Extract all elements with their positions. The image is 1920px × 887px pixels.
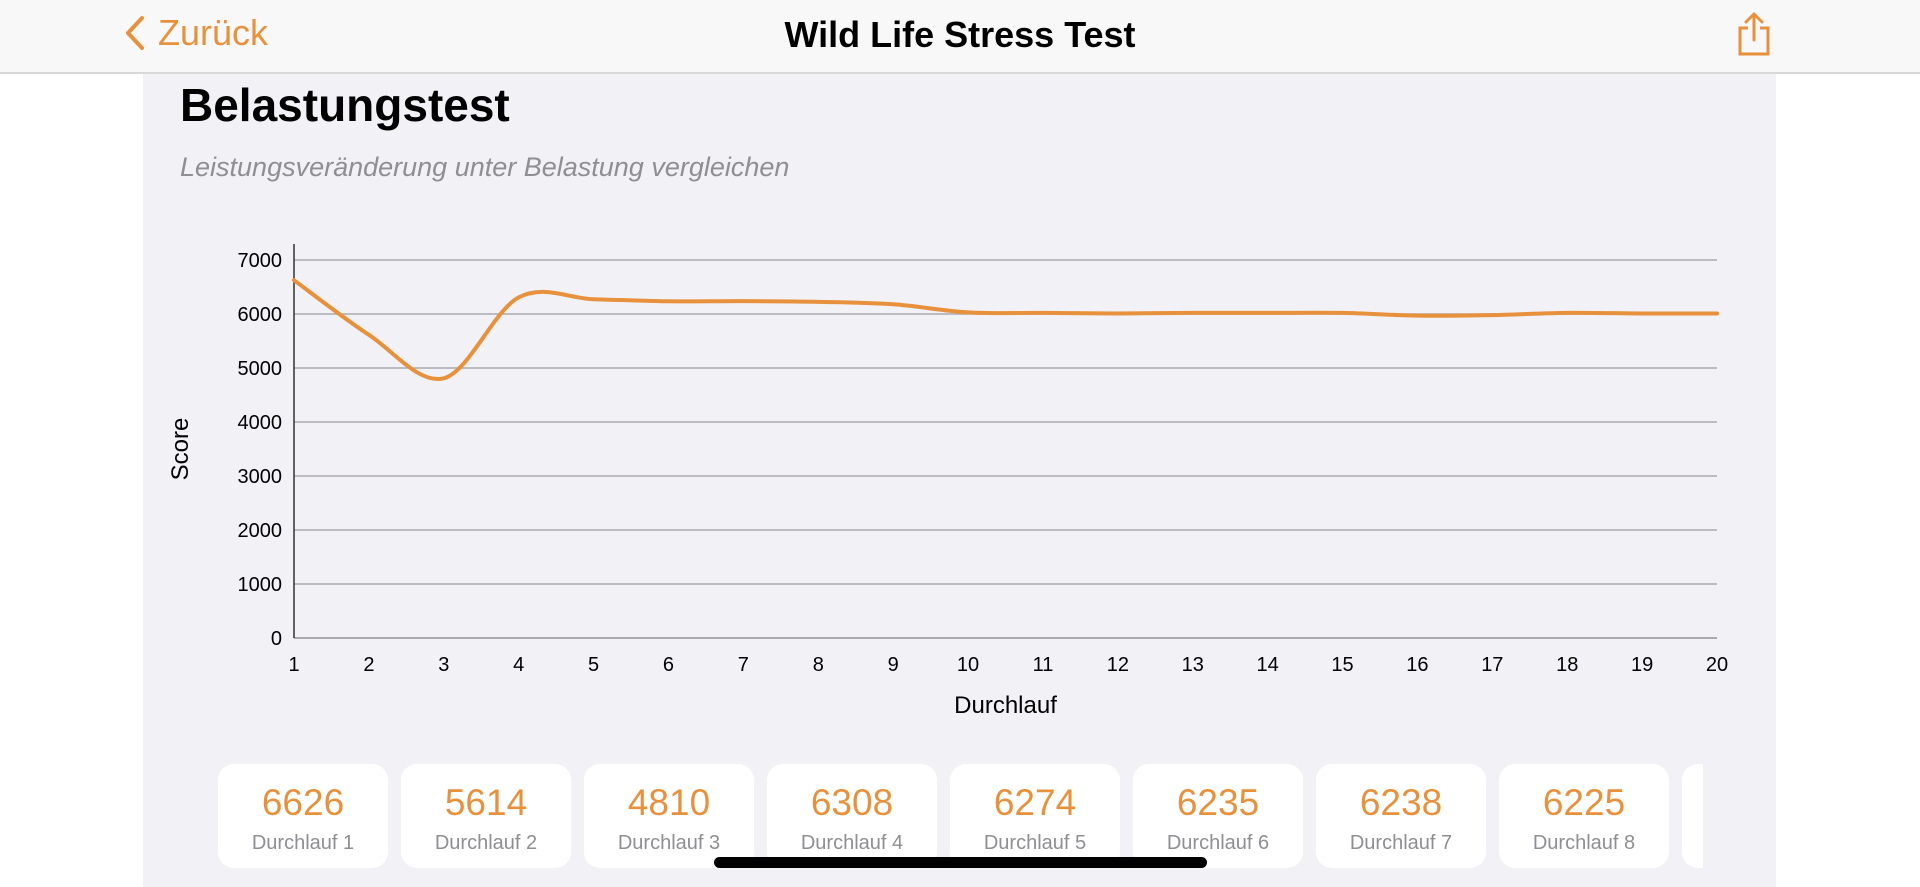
y-tick-label: 6000 — [238, 304, 283, 326]
run-score: 6225 — [1542, 782, 1626, 823]
x-tick-label: 4 — [513, 654, 524, 676]
back-label: Zurück — [158, 12, 269, 53]
section-subtitle: Leistungsveränderung unter Belastung ver… — [180, 152, 790, 182]
x-tick-label: 20 — [1706, 654, 1728, 676]
run-card[interactable]: 6626 Durchlauf 1 — [218, 764, 388, 868]
run-score: 6308 — [810, 782, 894, 823]
x-tick-label: 3 — [438, 654, 449, 676]
run-score: 4810 — [627, 782, 711, 823]
run-label: Durchlauf 5 — [983, 832, 1087, 854]
x-tick-label: 6 — [663, 654, 674, 676]
y-tick-label: 5000 — [238, 358, 283, 380]
navigation-bar: Zurück Wild Life Stress Test — [0, 0, 1920, 74]
x-tick-label: 5 — [588, 654, 599, 676]
x-tick-label: 17 — [1481, 654, 1503, 676]
run-card[interactable]: 6274 Durchlauf 5 — [950, 764, 1120, 868]
section-title: Belastungstest — [180, 79, 510, 131]
x-tick-label: 2 — [363, 654, 374, 676]
run-label: Durchlauf 6 — [1166, 832, 1270, 854]
x-tick-label: 7 — [738, 654, 749, 676]
run-card[interactable]: 6308 Durchlauf 4 — [767, 764, 937, 868]
run-label: Durchlauf 2 — [434, 832, 538, 854]
run-label: Durchlauf 3 — [617, 832, 721, 854]
x-axis-label: Durchlauf — [954, 692, 1057, 719]
x-tick-label: 10 — [957, 654, 979, 676]
run-score: 6235 — [1176, 782, 1260, 823]
run-card[interactable]: 6238 Durchlauf 7 — [1316, 764, 1486, 868]
run-score: 6238 — [1359, 782, 1443, 823]
x-tick-label: 15 — [1331, 654, 1353, 676]
back-button[interactable]: Zurück — [124, 12, 268, 54]
chevron-left-icon — [126, 16, 144, 50]
run-score: 6626 — [261, 782, 345, 823]
home-indicator[interactable] — [714, 857, 1207, 868]
x-tick-label: 11 — [1033, 654, 1054, 676]
share-icon[interactable] — [1736, 10, 1772, 58]
y-tick-label: 7000 — [238, 250, 283, 272]
run-card[interactable]: 4810 Durchlauf 3 — [584, 764, 754, 868]
run-score: 6274 — [993, 782, 1077, 823]
x-tick-label: 12 — [1107, 654, 1129, 676]
score-line — [292, 278, 1719, 381]
y-tick-label: 3000 — [238, 466, 283, 488]
x-tick-label: 9 — [888, 654, 899, 676]
y-tick-label: 1000 — [238, 574, 283, 596]
y-tick-label: 4000 — [238, 412, 283, 434]
x-tick-label: 13 — [1182, 654, 1204, 676]
run-card[interactable]: 6235 Durchlauf 6 — [1133, 764, 1303, 868]
x-tick-label: 18 — [1556, 654, 1578, 676]
content-panel — [143, 74, 1776, 887]
x-tick-label: 16 — [1406, 654, 1428, 676]
run-cards-scroller[interactable]: 6626 Durchlauf 1 5614 Durchlauf 2 4810 Durchl… — [218, 764, 1703, 868]
run-label: Durchlauf 1 — [251, 832, 355, 854]
run-label: Durchlauf 4 — [800, 832, 904, 854]
run-label: Durchlauf 7 — [1349, 832, 1453, 854]
run-card[interactable]: Durchlauf 9 — [1682, 764, 1703, 868]
run-label: Durchlauf 8 — [1532, 832, 1636, 854]
run-card[interactable]: 6225 Durchlauf 8 — [1499, 764, 1669, 868]
page-title: Wild Life Stress Test — [784, 14, 1136, 55]
run-card[interactable]: 5614 Durchlauf 2 — [401, 764, 571, 868]
y-tick-label: 2000 — [238, 520, 283, 542]
x-tick-label: 1 — [288, 654, 299, 676]
y-tick-label: 0 — [271, 628, 282, 650]
run-label: Durchlauf 9 — [1682, 782, 1703, 805]
x-tick-label: 8 — [813, 654, 824, 676]
run-score: 5614 — [444, 782, 528, 823]
x-tick-label: 14 — [1257, 654, 1279, 676]
x-tick-label: 19 — [1631, 654, 1653, 676]
y-axis-label: Score — [167, 418, 194, 481]
